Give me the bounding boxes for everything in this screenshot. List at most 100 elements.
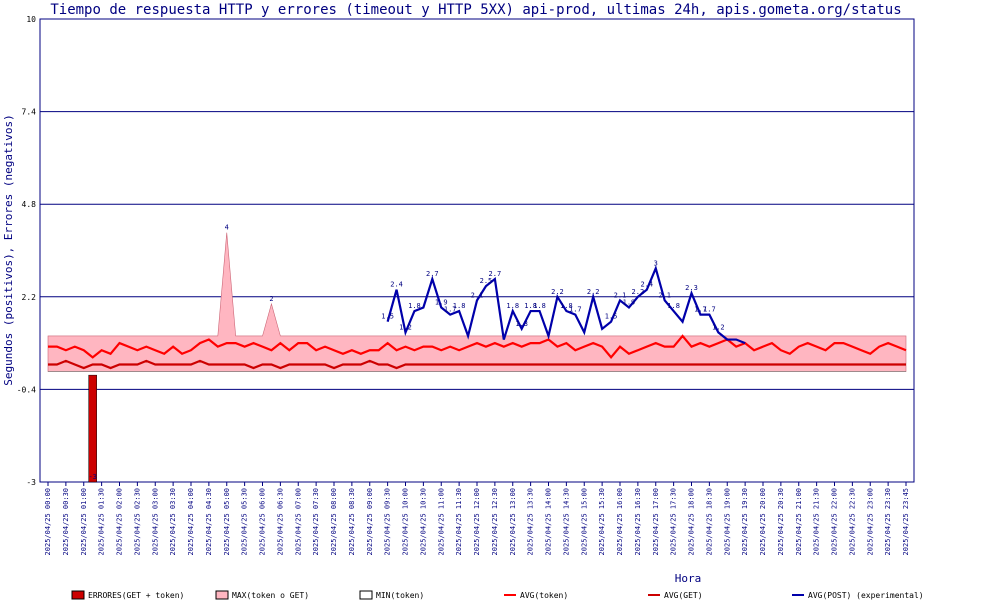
x-tick-label: 2025/04/25 22:30 bbox=[848, 488, 856, 555]
x-tick-label: 2025/04/25 21:30 bbox=[813, 488, 821, 555]
x-tick-label: 2025/04/25 14:30 bbox=[562, 488, 570, 555]
legend: ERRORES(GET + token) MAX(token o GET) MI… bbox=[71, 590, 924, 600]
x-tick-label: 2025/04/25 10:30 bbox=[419, 488, 427, 555]
x-tick-label: 2025/04/25 09:00 bbox=[366, 488, 374, 555]
data-label: 2.4 bbox=[640, 281, 653, 289]
legend-label-max: MAX(token o GET) bbox=[232, 591, 309, 600]
data-label: 1.7 bbox=[703, 306, 716, 314]
x-tick-label: 2025/04/25 09:30 bbox=[384, 488, 392, 555]
y-axis-label: Segundos (positivos), Errores (negativos… bbox=[2, 114, 15, 386]
error-bar bbox=[88, 374, 97, 483]
x-tick-label: 2025/04/25 15:00 bbox=[580, 488, 588, 555]
data-label: 1.7 bbox=[694, 306, 707, 314]
x-tick-label: 2025/04/25 12:00 bbox=[473, 488, 481, 555]
data-label: 2.5 bbox=[480, 277, 493, 285]
y-tick-label: 4.8 bbox=[22, 200, 37, 209]
chart-title: Tiempo de respuesta HTTP y errores (time… bbox=[50, 2, 901, 18]
legend-label-avg-get: AVG(GET) bbox=[664, 591, 703, 600]
legend-swatch-max bbox=[215, 590, 229, 600]
x-tick-label: 2025/04/25 07:30 bbox=[312, 488, 320, 555]
data-label: 1.7 bbox=[444, 306, 457, 314]
data-label: 1.8 bbox=[560, 302, 573, 310]
x-tick-label: 2025/04/25 10:00 bbox=[402, 488, 410, 555]
y-tick-label: 10 bbox=[26, 15, 36, 24]
legend-label-errors: ERRORES(GET + token) bbox=[88, 591, 184, 600]
data-label: 2.7 bbox=[426, 270, 439, 278]
x-tick-label: 2025/04/25 11:30 bbox=[455, 488, 463, 555]
x-tick-label: 2025/04/25 17:00 bbox=[652, 488, 660, 555]
x-tick-label: 2025/04/25 06:30 bbox=[276, 488, 284, 555]
x-tick-label: 2025/04/25 17:30 bbox=[670, 488, 678, 555]
series-line-0 bbox=[48, 334, 907, 360]
data-label: 1.5 bbox=[381, 313, 394, 321]
data-label: 1.8 bbox=[506, 302, 519, 310]
x-tick-label: 2025/04/25 19:00 bbox=[723, 488, 731, 555]
plot-area: 107.44.82.2-0.4-342-31.52.41.21.82.71.91… bbox=[17, 15, 915, 555]
x-tick-label: 2025/04/25 01:30 bbox=[98, 488, 106, 555]
x-tick-label: 2025/04/25 13:00 bbox=[509, 488, 517, 555]
x-tick-label: 2025/04/25 20:30 bbox=[777, 488, 785, 555]
x-tick-label: 2025/04/25 19:30 bbox=[741, 488, 749, 555]
data-label: 2.4 bbox=[390, 281, 403, 289]
x-tick-label: 2025/04/25 14:00 bbox=[545, 488, 553, 555]
x-tick-label: 2025/04/25 23:00 bbox=[866, 488, 874, 555]
data-label: 3 bbox=[654, 259, 658, 267]
legend-swatch-errors bbox=[71, 590, 85, 600]
x-tick-label: 2025/04/25 16:00 bbox=[616, 488, 624, 555]
data-label: 1.9 bbox=[623, 298, 636, 306]
x-tick-label: 2025/04/25 15:30 bbox=[598, 488, 606, 555]
x-tick-label: 2025/04/25 07:00 bbox=[294, 488, 302, 555]
x-tick-label: 2025/04/25 12:30 bbox=[491, 488, 499, 555]
x-tick-label: 2025/04/25 03:00 bbox=[151, 488, 159, 555]
series-line-1 bbox=[48, 359, 906, 370]
x-tick-label: 2025/04/25 21:00 bbox=[795, 488, 803, 555]
legend-label-avg-token: AVG(token) bbox=[520, 591, 568, 600]
data-label: 1.8 bbox=[453, 302, 466, 310]
plot-frame bbox=[39, 18, 915, 483]
x-tick-label: 2025/04/25 05:00 bbox=[223, 488, 231, 555]
data-label: 2.1 bbox=[471, 291, 484, 299]
x-axis-label: Hora bbox=[675, 572, 702, 585]
x-tick-label: 2025/04/25 23:45 bbox=[902, 488, 910, 555]
legend-swatch-min bbox=[359, 590, 373, 600]
x-tick-label: 2025/04/25 06:00 bbox=[259, 488, 267, 555]
x-tick-label: 2025/04/25 16:30 bbox=[634, 488, 642, 555]
x-tick-label: 2025/04/25 00:00 bbox=[44, 488, 52, 555]
x-tick-label: 2025/04/25 11:00 bbox=[437, 488, 445, 555]
data-label: 2.2 bbox=[632, 288, 645, 296]
x-tick-label: 2025/04/25 01:00 bbox=[80, 488, 88, 555]
data-label: 1.5 bbox=[605, 313, 618, 321]
data-label: 1.8 bbox=[667, 302, 680, 310]
data-label: 1.2 bbox=[399, 323, 412, 331]
x-tick-label: 2025/04/25 22:00 bbox=[831, 488, 839, 555]
x-tick-label: 2025/04/25 18:00 bbox=[688, 488, 696, 555]
x-tick-label: 2025/04/25 23:30 bbox=[884, 488, 892, 555]
data-label: 1.8 bbox=[524, 302, 537, 310]
data-label: 1.9 bbox=[435, 298, 448, 306]
y-tick-label: 7.4 bbox=[22, 108, 37, 117]
x-tick-label: 2025/04/25 04:00 bbox=[187, 488, 195, 555]
x-tick-label: 2025/04/25 08:30 bbox=[348, 488, 356, 555]
data-label: 1.8 bbox=[533, 302, 546, 310]
data-label: 1.8 bbox=[408, 302, 421, 310]
data-label: 2 bbox=[269, 295, 273, 303]
x-tick-label: 2025/04/25 03:30 bbox=[169, 488, 177, 555]
series-line-2 bbox=[386, 264, 746, 345]
x-tick-label: 2025/04/25 20:00 bbox=[759, 488, 767, 555]
data-label: 2.2 bbox=[587, 288, 600, 296]
y-tick-label: -3 bbox=[26, 478, 36, 487]
y-tick-label: 2.2 bbox=[22, 293, 37, 302]
data-label: 2.1 bbox=[614, 291, 627, 299]
x-tick-label: 2025/04/25 08:00 bbox=[330, 488, 338, 555]
data-label: 2.2 bbox=[551, 288, 564, 296]
data-label: 2.3 bbox=[685, 284, 698, 292]
data-label: 4 bbox=[225, 224, 229, 232]
legend-label-min: MIN(token) bbox=[376, 591, 424, 600]
x-tick-label: 2025/04/25 04:30 bbox=[205, 488, 213, 555]
y-tick-label: -0.4 bbox=[17, 385, 36, 394]
legend-label-avg-post: AVG(POST) (experimental) bbox=[808, 591, 924, 600]
data-label: 1.7 bbox=[569, 306, 582, 314]
data-label: 2.7 bbox=[489, 270, 502, 278]
x-tick-label: 2025/04/25 05:30 bbox=[241, 488, 249, 555]
